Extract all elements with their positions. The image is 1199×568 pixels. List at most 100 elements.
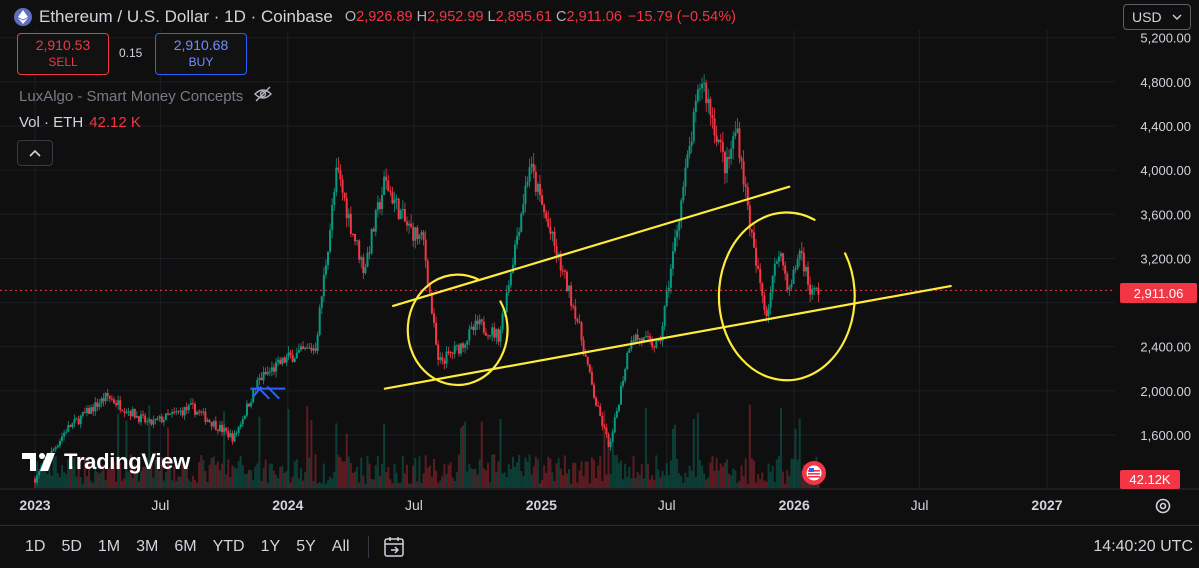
- volume-bar: [514, 467, 517, 488]
- candle-body: [509, 272, 512, 286]
- price-chart[interactable]: 1,600.00 2,000.00 2,400.00 3,200.00 3,600.00…: [0, 0, 1199, 525]
- goto-date-button[interactable]: [383, 536, 407, 558]
- volume-bar: [191, 475, 194, 488]
- candle-body: [287, 352, 290, 358]
- candle-body: [538, 183, 541, 196]
- volume-tag: 42.12K: [1120, 470, 1180, 489]
- volume-bar: [661, 470, 664, 488]
- candle-body: [603, 426, 606, 428]
- candle-body: [123, 411, 126, 413]
- volume-bar: [302, 480, 305, 488]
- candle-body: [796, 259, 799, 269]
- volume-bar: [345, 433, 348, 488]
- volume-bar: [158, 470, 161, 488]
- volume-bar: [264, 459, 267, 488]
- ethereum-icon[interactable]: [14, 8, 32, 26]
- volume-bar: [620, 460, 623, 488]
- range-3m-button[interactable]: 3M: [136, 538, 159, 555]
- candle-body: [245, 403, 248, 416]
- volume-bar: [405, 464, 408, 488]
- volume-bar: [48, 455, 51, 488]
- candle-body: [684, 167, 687, 187]
- candle-body: [327, 251, 330, 266]
- volume-bar: [738, 480, 741, 488]
- candle-body: [127, 411, 130, 413]
- volume-bar: [347, 456, 350, 488]
- range-1d-button[interactable]: 1D: [25, 538, 46, 555]
- volume-bar: [204, 471, 207, 488]
- volume-bar: [520, 470, 523, 488]
- range-5y-button[interactable]: 5Y: [296, 538, 316, 555]
- sell-button[interactable]: 2,910.53 SELL: [17, 33, 109, 75]
- eye-off-icon[interactable]: [253, 86, 273, 106]
- volume-bar: [763, 480, 766, 488]
- volume-bar: [503, 472, 506, 488]
- y-tick-label: 3,600.00: [1140, 207, 1191, 222]
- candle-body: [268, 371, 271, 373]
- chevron-down-icon: [1172, 14, 1182, 20]
- currency-select[interactable]: USD: [1123, 4, 1191, 30]
- range-all-button[interactable]: All: [331, 538, 350, 555]
- range-6m-button[interactable]: 6M: [174, 538, 197, 555]
- volume-bar: [139, 470, 142, 488]
- utc-clock[interactable]: 14:40:20 UTC: [1093, 538, 1193, 555]
- candle-body: [526, 181, 529, 186]
- volume-bar: [611, 430, 614, 488]
- candle-body: [36, 475, 39, 483]
- volume-bar: [522, 476, 525, 488]
- chart-settings-button[interactable]: [1153, 496, 1173, 521]
- volume-bar: [647, 463, 650, 488]
- volume-bar: [555, 463, 558, 488]
- candle-body: [682, 186, 685, 201]
- candle-body: [135, 416, 138, 418]
- candle-body: [34, 479, 36, 483]
- symbol-title[interactable]: Ethereum / U.S. Dollar · 1D · Coinbase: [39, 7, 333, 26]
- volume-bar: [568, 469, 571, 488]
- volume-bar: [38, 476, 41, 488]
- volume-bar: [482, 468, 485, 488]
- volume-bar: [678, 473, 681, 488]
- candle-body: [395, 198, 398, 200]
- candle-body: [792, 269, 795, 284]
- volume-bar: [200, 455, 203, 488]
- volume-bar: [383, 423, 386, 488]
- candle-body: [671, 251, 674, 269]
- range-ytd-button[interactable]: YTD: [212, 538, 245, 555]
- volume-bar: [235, 468, 238, 488]
- volume-bar: [617, 463, 620, 488]
- candle-body: [688, 146, 691, 155]
- candle-body: [611, 432, 614, 442]
- volume-bar: [42, 468, 45, 488]
- candle-body: [387, 180, 390, 192]
- candle-body: [308, 347, 311, 349]
- range-1y-button[interactable]: 1Y: [260, 538, 281, 555]
- volume-bar: [443, 464, 446, 488]
- bottom-toolbar: 1D 5D 1M 3M 6M YTD 1Y 5Y All 14:40:20 UT…: [0, 525, 1199, 568]
- volume-bar: [464, 421, 467, 488]
- candle-body: [669, 268, 672, 288]
- candle-body: [493, 327, 496, 338]
- indicator-name: LuxAlgo - Smart Money Concepts: [19, 87, 244, 105]
- indicator-legend[interactable]: LuxAlgo - Smart Money Concepts: [19, 86, 273, 106]
- volume-bar: [412, 465, 415, 488]
- volume-bar: [696, 412, 699, 488]
- volume-bar: [732, 468, 735, 488]
- candle-body: [478, 319, 481, 325]
- volume-legend[interactable]: Vol · ETH 42.12 K: [19, 114, 141, 131]
- candle-body: [545, 212, 548, 219]
- buy-button[interactable]: 2,910.68 BUY: [155, 33, 247, 75]
- collapse-legend-button[interactable]: [17, 140, 53, 166]
- us-flag-event-icon[interactable]: [802, 461, 826, 485]
- volume-bar: [372, 479, 375, 488]
- sell-label: SELL: [48, 55, 78, 69]
- range-1m-button[interactable]: 1M: [97, 538, 121, 555]
- volume-bar: [674, 424, 677, 488]
- volume-bar: [692, 418, 695, 488]
- volume-bar: [561, 475, 564, 488]
- candle-body: [154, 418, 157, 421]
- volume-bar: [472, 469, 475, 488]
- volume-bar: [426, 467, 429, 488]
- volume-bar: [622, 479, 625, 488]
- candle-body: [761, 283, 764, 296]
- range-5d-button[interactable]: 5D: [61, 538, 82, 555]
